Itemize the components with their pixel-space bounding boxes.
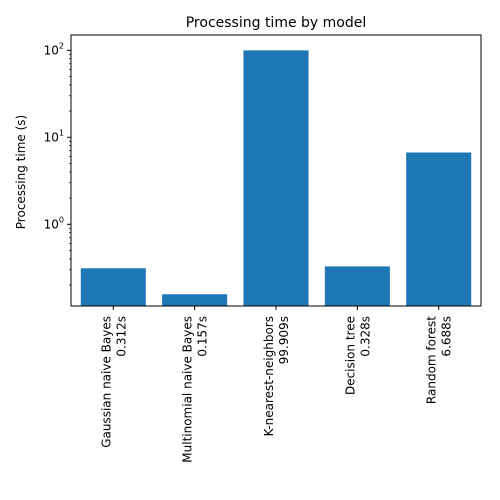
x-tick-time-value-4: 6.688s [440,316,454,357]
chart-title: Processing time by model [186,15,367,31]
x-tick-model-name-4: Random forest [425,316,439,404]
bar-1 [162,294,227,306]
x-tick-model-name-3: Decision tree [343,316,357,395]
y-tick-label-2: 102 [44,41,64,57]
x-tick-label-1: Multinomial naive Bayes0.157s [181,316,210,463]
x-tick-time-value-2: 99.909s [277,316,291,364]
x-tick-model-name-2: K-nearest-neighbors [262,316,276,436]
x-tick-label-text-2: K-nearest-neighbors99.909s [262,316,291,436]
y-ticks: 100 101 102 [44,41,71,285]
x-tick-label-text-3: Decision tree0.328s [343,316,372,395]
y-tick-label-0: 100 [44,215,64,231]
y-tick-label-1: 101 [44,128,64,144]
x-tick-label-2: K-nearest-neighbors99.909s [262,316,291,436]
x-tick-label-text-0: Gaussian naive Bayes0.312s [99,316,128,448]
x-ticks: Gaussian naive Bayes0.312s Multinomial na… [99,306,453,463]
x-tick-label-text-1: Multinomial naive Bayes0.157s [181,316,210,463]
y-axis-label: Processing time (s) [14,115,28,229]
x-tick-time-value-0: 0.312s [114,316,128,357]
bar-3 [325,266,390,306]
x-tick-label-4: Random forest6.688s [425,316,454,404]
x-tick-model-name-0: Gaussian naive Bayes [99,316,113,448]
x-tick-label-3: Decision tree0.328s [343,316,372,395]
bar-0 [81,268,146,306]
x-tick-time-value-3: 0.328s [358,316,372,357]
bar-4 [406,153,471,306]
x-tick-time-value-1: 0.157s [196,316,210,357]
x-tick-label-0: Gaussian naive Bayes0.312s [99,316,128,448]
bars [81,50,471,306]
x-tick-model-name-1: Multinomial naive Bayes [181,316,195,463]
x-tick-label-text-4: Random forest6.688s [425,316,454,404]
bar-2 [243,50,308,306]
